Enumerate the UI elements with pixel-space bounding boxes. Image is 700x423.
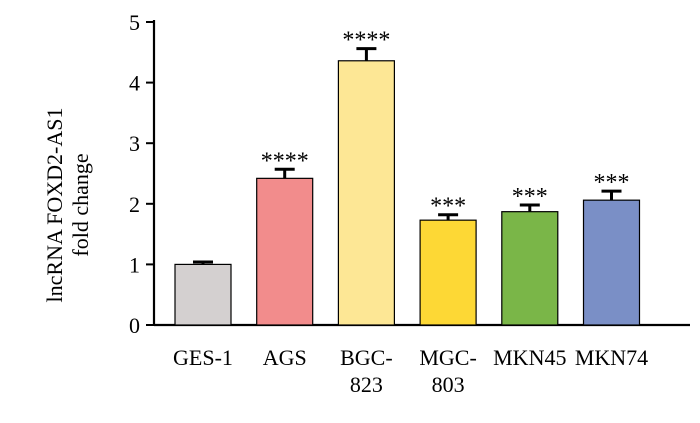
y-tick-label: 2 [129,192,140,217]
bar [337,60,395,326]
significance-label: **** [261,148,309,174]
bar [501,211,559,326]
x-tick-label: AGS [263,345,307,370]
x-tick-label: MKN45 [493,345,566,370]
x-tick-label: BGC- [340,345,393,370]
y-tick-label: 5 [129,10,140,35]
x-tick-label: GES-1 [173,345,233,370]
bar [174,263,232,326]
x-tick-label: 823 [350,372,383,397]
y-axis-title: lncRNA FOXD2-AS1fold change [42,108,93,303]
bar [582,199,641,326]
y-axis-title-line: fold change [68,153,93,256]
bar [256,177,314,326]
x-tick-label: MKN74 [575,345,648,370]
significance-label: *** [430,194,466,220]
y-tick-label: 0 [129,313,140,338]
significance-label: **** [342,28,390,54]
x-tick-label: 803 [432,372,465,397]
y-axis-title-line: lncRNA FOXD2-AS1 [42,108,67,303]
significance-label: *** [512,184,548,210]
y-tick-label: 3 [129,131,140,156]
significance-label: *** [594,170,630,196]
y-tick-label: 4 [129,71,140,96]
y-tick-label: 1 [129,252,140,277]
bar [419,219,477,326]
x-tick-label: MGC- [419,345,476,370]
